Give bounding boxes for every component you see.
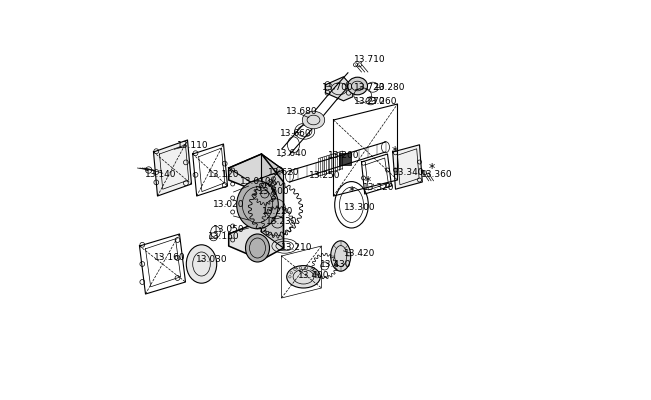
Text: 13.120: 13.120 <box>208 170 239 178</box>
Text: 13.400: 13.400 <box>298 272 329 280</box>
Text: 13.030: 13.030 <box>195 256 227 264</box>
Text: 13.020: 13.020 <box>213 200 244 209</box>
Ellipse shape <box>302 111 325 129</box>
Text: 13.660: 13.660 <box>279 130 311 138</box>
Text: 13.320: 13.320 <box>363 184 395 192</box>
Ellipse shape <box>237 181 278 229</box>
Ellipse shape <box>245 234 270 262</box>
Polygon shape <box>154 140 191 196</box>
Text: 13.140: 13.140 <box>145 170 176 178</box>
Ellipse shape <box>186 245 217 283</box>
Text: 13.340: 13.340 <box>393 168 424 176</box>
Ellipse shape <box>348 77 368 95</box>
Text: 13.420: 13.420 <box>344 250 375 258</box>
Text: 13.600: 13.600 <box>258 188 289 196</box>
Polygon shape <box>229 154 283 260</box>
Text: 13.220: 13.220 <box>262 208 294 216</box>
Text: *: * <box>429 162 435 174</box>
Polygon shape <box>326 77 353 101</box>
FancyBboxPatch shape <box>339 152 351 166</box>
Text: 13.150: 13.150 <box>208 232 239 241</box>
Text: 13.010: 13.010 <box>240 178 271 186</box>
Text: 13.700: 13.700 <box>322 84 353 92</box>
Polygon shape <box>229 154 283 182</box>
Text: 13.280: 13.280 <box>374 84 405 92</box>
Text: 13.230: 13.230 <box>266 218 298 226</box>
Ellipse shape <box>331 241 351 271</box>
Text: 13.050: 13.050 <box>213 226 244 234</box>
Text: 13.360: 13.360 <box>421 170 452 178</box>
Text: 13.710: 13.710 <box>353 56 385 64</box>
Ellipse shape <box>286 266 320 288</box>
Text: 13.620: 13.620 <box>268 168 299 176</box>
Text: *: * <box>391 146 398 158</box>
Text: 13.270: 13.270 <box>353 98 385 106</box>
Text: 13.210: 13.210 <box>281 243 312 252</box>
Polygon shape <box>393 145 422 189</box>
Text: 13.200: 13.200 <box>327 152 359 160</box>
Text: 13.260: 13.260 <box>365 98 397 106</box>
Text: 13.160: 13.160 <box>154 254 186 262</box>
Text: 13.640: 13.640 <box>275 150 307 158</box>
Text: 13.300: 13.300 <box>344 204 375 212</box>
Text: 13.250: 13.250 <box>309 172 340 180</box>
Text: 13.720: 13.720 <box>353 84 385 92</box>
Polygon shape <box>262 154 283 248</box>
Text: *: * <box>349 186 355 198</box>
Text: 13.110: 13.110 <box>176 142 208 150</box>
Text: 13.680: 13.680 <box>286 108 317 116</box>
Text: *: * <box>365 176 371 188</box>
Text: 13.430: 13.430 <box>320 260 352 269</box>
